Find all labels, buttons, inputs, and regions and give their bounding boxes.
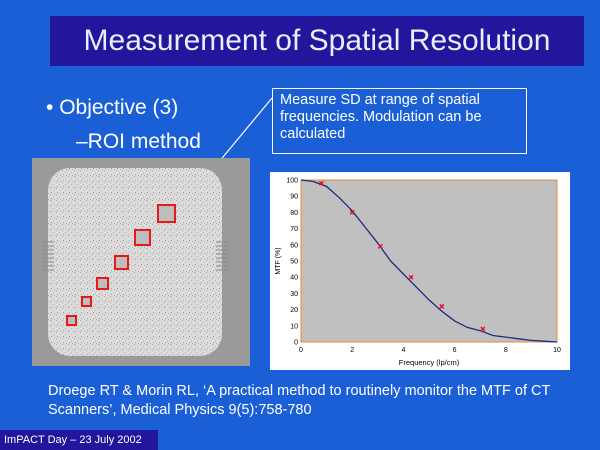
- y-tick-label: 50: [290, 259, 298, 266]
- sub-bullet-roi-method: –ROI method: [76, 130, 201, 153]
- citation-text: Droege RT & Morin RL, ‘A practical metho…: [48, 383, 551, 418]
- y-axis: 0 10 20 30 40 50 60 70 80 90 100: [286, 178, 298, 347]
- mtf-marker: [408, 274, 414, 280]
- y-tick-label: 20: [290, 307, 298, 314]
- phantom-svg: [42, 168, 228, 356]
- y-tick-label: 80: [290, 210, 298, 217]
- y-tick-label: 70: [290, 226, 298, 233]
- mtf-chart-panel: 0 10 20 30 40 50 60 70 80 90 100 0 2 4 6 8 10 MTF (%) F…: [270, 172, 570, 370]
- x-tick-label: 0: [299, 347, 303, 354]
- bullet-text: Objective (3): [59, 96, 179, 119]
- roi-box: [66, 315, 77, 326]
- phantom-image: [32, 158, 250, 366]
- y-tick-label: 90: [290, 194, 298, 201]
- x-tick-label: 4: [401, 347, 405, 354]
- roi-box: [81, 296, 92, 307]
- mtf-marker: [377, 243, 383, 249]
- mtf-marker: [480, 326, 486, 332]
- mtf-marker: [318, 180, 324, 186]
- roi-box: [96, 277, 109, 290]
- x-tick-label: 6: [453, 347, 457, 354]
- phantom-side-ticks-right: [216, 241, 228, 271]
- slide-title: Measurement of Spatial Resolution: [50, 16, 584, 66]
- mtf-chart: 0 10 20 30 40 50 60 70 80 90 100 0 2 4 6 8 10 MTF (%) F…: [275, 178, 561, 368]
- plot-area: [300, 179, 558, 343]
- y-tick-label: 0: [294, 340, 298, 347]
- phantom-body: [48, 168, 222, 356]
- phantom-side-ticks-left: [42, 241, 54, 271]
- x-tick-label: 8: [504, 347, 508, 354]
- roi-box: [134, 229, 151, 246]
- roi-box: [157, 204, 176, 223]
- y-tick-label: 10: [290, 323, 298, 330]
- x-tick-label: 10: [553, 347, 561, 354]
- y-axis-label: MTF (%): [275, 247, 282, 274]
- y-tick-label: 30: [290, 291, 298, 298]
- roi-box: [114, 255, 129, 270]
- y-tick-label: 40: [290, 275, 298, 282]
- mtf-marker: [439, 303, 445, 309]
- y-tick-label: 100: [286, 178, 298, 185]
- roi-boxes: [66, 204, 176, 326]
- mtf-curve: [300, 179, 558, 343]
- x-axis-label: Frequency (lp/cm): [399, 358, 460, 367]
- x-axis: 0 2 4 6 8 10: [299, 347, 561, 354]
- y-tick-label: 60: [290, 242, 298, 249]
- callout-box: Measure SD at range of spatial frequenci…: [272, 88, 527, 154]
- mtf-markers: [318, 180, 486, 332]
- bullet-objective: • Objective (3): [46, 96, 179, 119]
- x-tick-label: 2: [350, 347, 354, 354]
- mtf-marker: [349, 209, 355, 215]
- footer-label: ImPACT Day – 23 July 2002: [0, 430, 158, 450]
